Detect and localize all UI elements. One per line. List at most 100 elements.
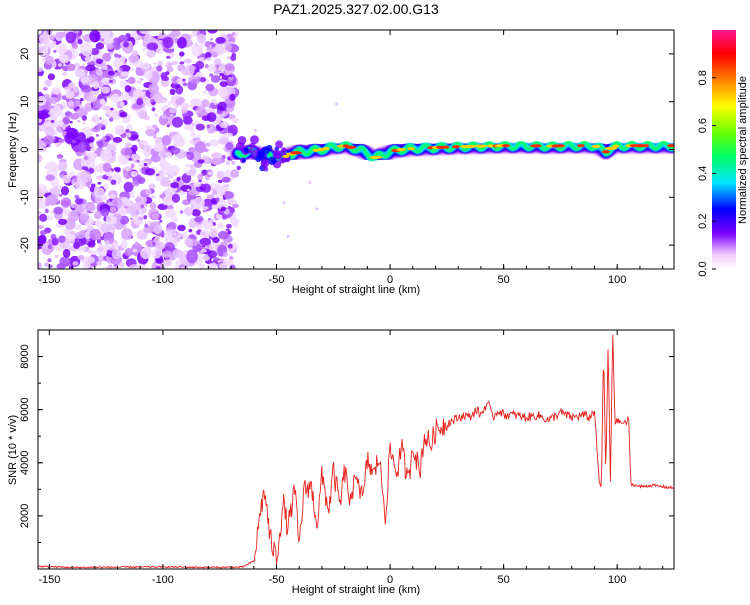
noise-speckle (99, 30, 111, 39)
noise-speckle (192, 242, 198, 246)
ridge-peak (557, 144, 565, 148)
noise-speckle (167, 101, 171, 106)
noise-speckle (60, 186, 70, 196)
noise-speckle (155, 266, 161, 269)
noise-speckle (182, 82, 188, 87)
noise-speckle (182, 231, 188, 238)
noise-speckle (116, 198, 122, 202)
noise-speckle (95, 134, 100, 137)
noise-speckle (184, 163, 191, 168)
noise-speckle (82, 262, 91, 269)
noise-speckle (139, 144, 146, 150)
noise-speckle (96, 123, 104, 129)
snr-x-ticks: -150 -100 -50 0 50 100 (38, 330, 664, 586)
noise-speckle (128, 54, 140, 64)
noise-speckle (156, 65, 163, 72)
noise-speckle (136, 80, 142, 84)
noise-speckle (142, 166, 147, 171)
noise-speckle (224, 191, 235, 200)
noise-speckle (209, 38, 214, 41)
noise-speckle (49, 34, 56, 41)
noise-speckle (186, 151, 195, 161)
noise-speckle (48, 111, 52, 115)
noise-speckle (143, 163, 148, 167)
noise-speckle (201, 99, 209, 108)
noise-speckle (106, 43, 114, 50)
noise-speckle (115, 111, 120, 115)
noise-speckle (155, 173, 160, 176)
snr-y-label: SNR (10 * v/v) (7, 415, 19, 485)
noise-speckle (98, 256, 103, 261)
noise-speckle (119, 215, 130, 225)
noise-speckle (169, 114, 174, 117)
x-tick-label: 0 (387, 274, 393, 286)
noise-speckle (38, 33, 51, 45)
noise-speckle (219, 72, 225, 77)
noise-speckle (53, 206, 64, 215)
noise-speckle (47, 194, 59, 205)
x-tick-label: 0 (387, 574, 393, 586)
noise-speckle (47, 244, 52, 250)
noise-speckle (80, 76, 90, 84)
noise-speckle (38, 198, 48, 209)
noise-speckle (170, 60, 179, 66)
colorbar-gradient (712, 30, 736, 269)
noise-speckle (65, 90, 75, 100)
noise-speckle (140, 204, 144, 209)
noise-speckle (199, 237, 211, 246)
ridge-speckle (241, 158, 246, 163)
noise-speckle (51, 237, 59, 246)
noise-speckle (227, 243, 233, 249)
noise-speckle (152, 89, 156, 94)
noise-speckle (185, 69, 189, 73)
noise-speckle (167, 229, 177, 237)
noise-speckle (207, 30, 218, 34)
noise-speckle (110, 179, 117, 185)
noise-speckle (146, 125, 153, 130)
noise-speckle (62, 116, 71, 125)
noise-speckle (38, 110, 48, 120)
noise-speckle (225, 160, 230, 166)
noise-speckle (144, 150, 151, 158)
noise-speckle (67, 100, 75, 108)
noise-speckle (76, 132, 87, 144)
noise-speckle (231, 117, 240, 124)
noise-speckle (49, 210, 55, 214)
noise-speckle (286, 235, 290, 239)
noise-speckle (176, 37, 188, 49)
noise-speckle (107, 70, 115, 76)
noise-speckle (44, 262, 49, 267)
noise-speckle-region (38, 30, 339, 269)
ridge-peak (290, 151, 302, 155)
noise-speckle (72, 261, 79, 266)
noise-speckle (123, 41, 130, 48)
noise-speckle (90, 47, 100, 56)
noise-speckle (164, 208, 177, 219)
noise-speckle (231, 161, 236, 165)
noise-speckle (195, 123, 206, 131)
noise-speckle (202, 209, 207, 213)
ridge-peak (642, 144, 649, 148)
noise-speckle (77, 254, 85, 261)
noise-speckle (216, 170, 225, 179)
noise-speckle (186, 249, 198, 264)
noise-speckle (136, 229, 148, 240)
noise-speckle (155, 241, 165, 251)
noise-speckle (211, 98, 217, 103)
noise-speckle (96, 58, 104, 64)
noise-speckle (38, 262, 42, 269)
noise-speckle (125, 129, 130, 133)
noise-speckle (151, 107, 156, 112)
noise-speckle (215, 36, 226, 44)
noise-speckle (99, 98, 106, 105)
noise-speckle (95, 69, 103, 77)
noise-speckle (174, 238, 181, 243)
noise-speckle (131, 153, 138, 161)
ridge-peak (612, 144, 620, 148)
noise-speckle (143, 225, 154, 234)
noise-speckle (190, 98, 202, 106)
noise-speckle (161, 135, 172, 146)
noise-speckle (227, 76, 233, 81)
noise-speckle (69, 120, 73, 124)
noise-speckle (179, 210, 184, 214)
